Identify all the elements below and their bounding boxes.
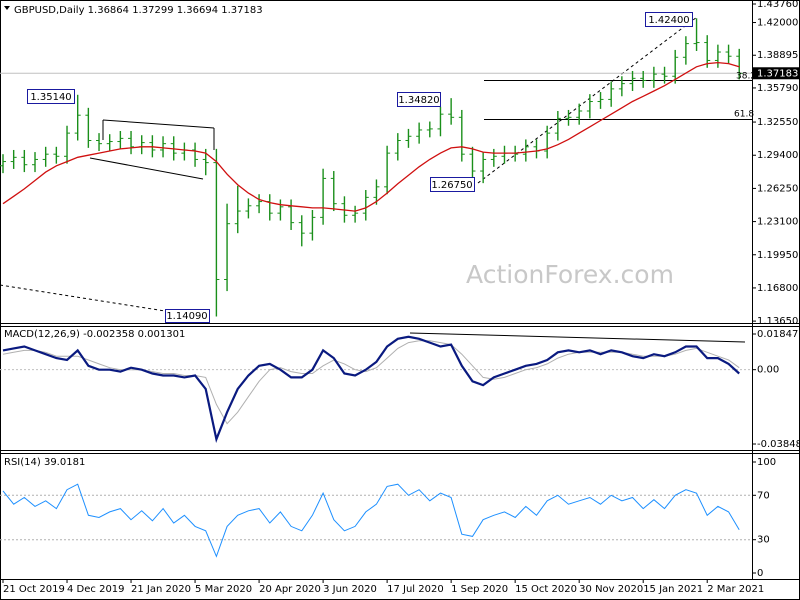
y-tick-label: 1.29400	[757, 150, 798, 161]
x-tick-label: 30 Nov 2020	[579, 584, 643, 595]
y-tick-label: 30	[757, 535, 770, 546]
y-tick-label: 1.16800	[757, 283, 798, 294]
annotation: 1.26750	[431, 180, 472, 191]
y-tick-label: 1.35790	[757, 83, 798, 94]
annotations: 1.35140 1.14090 1.34820 1.26750 1.42400 …	[27, 12, 756, 323]
x-tick-label: 15 Jan 2021	[643, 584, 703, 595]
x-tick-label: 4 Dec 2019	[67, 584, 125, 595]
x-tick-label: 17 Jul 2020	[387, 584, 444, 595]
y-tick-label: -0.038486	[757, 439, 800, 450]
y-tick-label: 70	[757, 490, 770, 501]
trendline	[102, 119, 215, 129]
y-tick-label: 1.26250	[757, 183, 798, 194]
y-tick-label: 1.13650	[757, 316, 798, 327]
x-tick-label: 21 Oct 2019	[3, 584, 65, 595]
fib-label: 38.2	[736, 72, 756, 82]
price-title: GBPUSD,Daily 1.36864 1.37299 1.36694 1.3…	[14, 5, 263, 16]
x-tick-label: 15 Oct 2020	[515, 584, 577, 595]
x-tick-label: 20 Apr 2020	[259, 584, 321, 595]
x-tick-label: 21 Jan 2020	[131, 584, 191, 595]
y-tick-label: 1.32550	[757, 117, 798, 128]
annotation-box	[397, 92, 441, 107]
last-price-box	[753, 67, 800, 80]
rsi-title: RSI(14) 39.0181	[4, 457, 85, 468]
rsi-line	[2, 483, 740, 558]
annotation-box	[645, 12, 693, 27]
y-tick-label: 100	[757, 457, 776, 468]
annotation-box	[27, 89, 75, 104]
x-tick-label: 2 Mar 2021	[707, 584, 764, 595]
y-tick-label: 0.018471	[757, 329, 800, 340]
macd-trendline	[409, 332, 746, 343]
annotation-box	[165, 309, 210, 323]
y-tick-label: 1.23100	[757, 217, 798, 228]
y-tick-label: 1.42000	[757, 18, 798, 29]
moving-average	[2, 61, 740, 212]
x-tick-label: 1 Sep 2020	[451, 584, 508, 595]
y-tick-label: 0.00	[757, 365, 779, 376]
title-icon	[4, 6, 10, 10]
x-tick-label: 3 Jun 2020	[323, 584, 377, 595]
watermark: ActionForex.com	[466, 260, 674, 289]
trendline	[0, 284, 166, 312]
annotation: 1.42400	[648, 15, 689, 26]
annotation: 1.35140	[30, 92, 71, 103]
macd-title: MACD(12,26,9) -0.002358 0.001301	[4, 329, 185, 340]
annotation: 1.14090	[166, 311, 207, 322]
trendlines	[0, 16, 752, 343]
y-tick-label: 1.38895	[757, 50, 798, 61]
trendline	[89, 157, 204, 180]
x-tick-label: 5 Mar 2020	[195, 584, 252, 595]
last-price-label: 1.37183	[757, 68, 798, 79]
trendline	[477, 16, 698, 184]
y-tick-label: 1.43760	[757, 0, 798, 10]
annotation-box	[430, 177, 475, 192]
fib-label: 61.8	[734, 110, 754, 120]
y-tick-label: 0	[757, 568, 763, 579]
y-tick-label: 1.19950	[757, 250, 798, 261]
annotation: 1.34820	[398, 95, 439, 106]
macd-line	[2, 335, 740, 443]
